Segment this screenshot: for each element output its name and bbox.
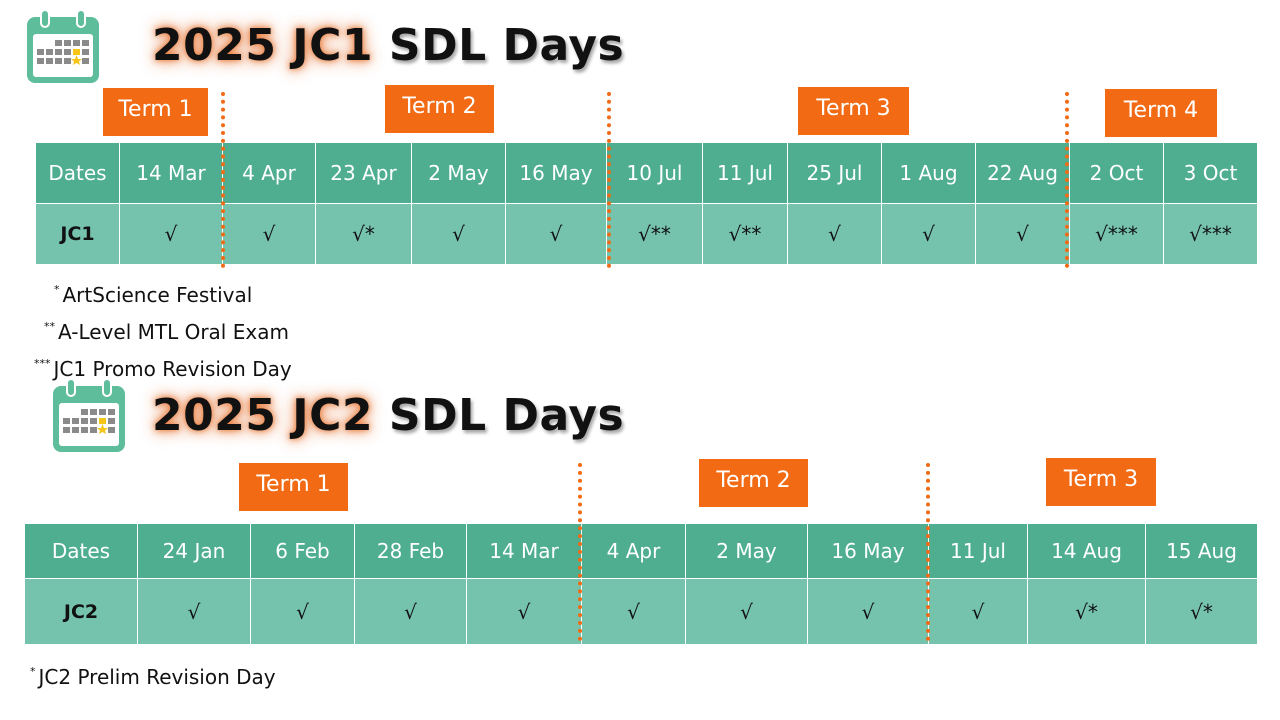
footnote-marker: ** bbox=[44, 320, 55, 333]
jc2-header-row: Dates 24 Jan 6 Feb 28 Feb 14 Mar 4 Apr 2… bbox=[24, 523, 1258, 579]
jc1-date-cell: 10 Jul bbox=[606, 142, 703, 204]
footnote-marker: * bbox=[54, 283, 60, 296]
jc1-mark-cell: √ bbox=[222, 203, 316, 265]
jc1-date-cell: 1 Aug bbox=[881, 142, 976, 204]
footnote-marker: *** bbox=[34, 357, 51, 370]
jc2-mark-row: JC2 √ √ √ √ √ √ √ √ √* √* bbox=[24, 578, 1258, 645]
jc1-term-4-label: Term 4 bbox=[1105, 89, 1217, 137]
jc2-footnote: * JC2 Prelim Revision Day bbox=[30, 656, 276, 693]
jc2-title: 2025 JC2 SDL Days bbox=[152, 390, 624, 441]
jc2-date-cell: 14 Mar bbox=[466, 523, 582, 579]
jc2-date-cell: 28 Feb bbox=[354, 523, 467, 579]
jc1-title-rest: SDL Days bbox=[388, 20, 625, 71]
jc1-date-cell: 11 Jul bbox=[702, 142, 788, 204]
jc2-row-label: JC2 bbox=[24, 578, 138, 645]
jc2-term-divider bbox=[926, 463, 930, 641]
jc1-mark-cell: √ bbox=[119, 203, 223, 265]
jc2-mark-cell: √* bbox=[1145, 578, 1258, 645]
jc2-term-3-label: Term 3 bbox=[1046, 458, 1156, 506]
jc2-sdl-table: Dates 24 Jan 6 Feb 28 Feb 14 Mar 4 Apr 2… bbox=[24, 523, 1258, 645]
jc2-mark-cell: √ bbox=[928, 578, 1028, 645]
jc1-sdl-table: Dates 14 Mar 4 Apr 23 Apr 2 May 16 May 1… bbox=[35, 142, 1258, 265]
jc1-mark-cell: √*** bbox=[1069, 203, 1164, 265]
jc2-date-cell: 2 May bbox=[685, 523, 808, 579]
jc2-header-label: Dates bbox=[24, 523, 138, 579]
jc2-mark-cell: √ bbox=[354, 578, 467, 645]
calendar-icon bbox=[27, 9, 99, 83]
jc2-mark-cell: √ bbox=[685, 578, 808, 645]
jc1-mark-cell: √*** bbox=[1163, 203, 1258, 265]
jc2-date-cell: 11 Jul bbox=[928, 523, 1028, 579]
jc1-mark-cell: √** bbox=[702, 203, 788, 265]
jc2-term-2-label: Term 2 bbox=[699, 459, 808, 507]
footnote-marker: * bbox=[30, 665, 36, 678]
jc1-date-cell: 2 May bbox=[411, 142, 506, 204]
jc2-mark-cell: √ bbox=[250, 578, 355, 645]
footnote-text: A-Level MTL Oral Exam bbox=[58, 320, 289, 344]
footnote-text: ArtScience Festival bbox=[62, 283, 253, 307]
jc1-date-cell: 3 Oct bbox=[1163, 142, 1258, 204]
jc1-footnote: * ArtScience Festival bbox=[34, 274, 292, 311]
jc1-mark-cell: √** bbox=[606, 203, 703, 265]
jc1-mark-row: JC1 √ √ √* √ √ √** √** √ √ √ √*** √*** bbox=[35, 203, 1258, 265]
jc2-mark-cell: √ bbox=[807, 578, 929, 645]
jc1-title-year: 2025 JC1 bbox=[152, 20, 374, 71]
jc2-footnotes: * JC2 Prelim Revision Day bbox=[30, 656, 276, 693]
jc1-date-cell: 2 Oct bbox=[1069, 142, 1164, 204]
jc1-mark-cell: √ bbox=[411, 203, 506, 265]
jc1-date-cell: 23 Apr bbox=[315, 142, 412, 204]
jc2-date-cell: 24 Jan bbox=[137, 523, 251, 579]
jc1-term-1-label: Term 1 bbox=[103, 88, 208, 136]
calendar-icon bbox=[53, 378, 125, 452]
footnote-text: JC1 Promo Revision Day bbox=[53, 357, 292, 381]
jc1-term-divider bbox=[221, 92, 225, 268]
jc2-mark-cell: √ bbox=[466, 578, 582, 645]
jc1-footnotes: * ArtScience Festival ** A-Level MTL Oral … bbox=[34, 274, 292, 385]
jc2-mark-cell: √ bbox=[137, 578, 251, 645]
jc2-date-cell: 6 Feb bbox=[250, 523, 355, 579]
jc2-date-cell: 16 May bbox=[807, 523, 929, 579]
jc2-mark-cell: √* bbox=[1027, 578, 1146, 645]
jc1-mark-cell: √* bbox=[315, 203, 412, 265]
jc1-header-row: Dates 14 Mar 4 Apr 23 Apr 2 May 16 May 1… bbox=[35, 142, 1258, 204]
jc1-date-cell: 22 Aug bbox=[975, 142, 1070, 204]
jc2-term-divider bbox=[578, 463, 582, 641]
jc1-mark-cell: √ bbox=[505, 203, 607, 265]
jc1-mark-cell: √ bbox=[881, 203, 976, 265]
jc1-date-cell: 25 Jul bbox=[787, 142, 882, 204]
jc2-title-rest: SDL Days bbox=[388, 390, 625, 441]
jc2-date-cell: 15 Aug bbox=[1145, 523, 1258, 579]
jc2-date-cell: 14 Aug bbox=[1027, 523, 1146, 579]
jc2-term-1-label: Term 1 bbox=[239, 463, 348, 511]
jc1-footnote: *** JC1 Promo Revision Day bbox=[34, 348, 292, 385]
jc1-mark-cell: √ bbox=[787, 203, 882, 265]
jc1-date-cell: 14 Mar bbox=[119, 142, 223, 204]
jc1-date-cell: 16 May bbox=[505, 142, 607, 204]
jc1-term-3-label: Term 3 bbox=[798, 87, 909, 135]
jc2-mark-cell: √ bbox=[581, 578, 686, 645]
jc1-date-cell: 4 Apr bbox=[222, 142, 316, 204]
jc1-term-2-label: Term 2 bbox=[385, 85, 494, 133]
jc1-term-divider bbox=[607, 92, 611, 268]
jc1-mark-cell: √ bbox=[975, 203, 1070, 265]
jc2-title-year: 2025 JC2 bbox=[152, 390, 374, 441]
jc1-header-label: Dates bbox=[35, 142, 120, 204]
jc1-row-label: JC1 bbox=[35, 203, 120, 265]
jc1-footnote: ** A-Level MTL Oral Exam bbox=[34, 311, 292, 348]
jc1-title: 2025 JC1 SDL Days bbox=[152, 20, 624, 71]
footnote-text: JC2 Prelim Revision Day bbox=[38, 665, 276, 689]
jc2-date-cell: 4 Apr bbox=[581, 523, 686, 579]
jc1-term-divider bbox=[1065, 92, 1069, 268]
